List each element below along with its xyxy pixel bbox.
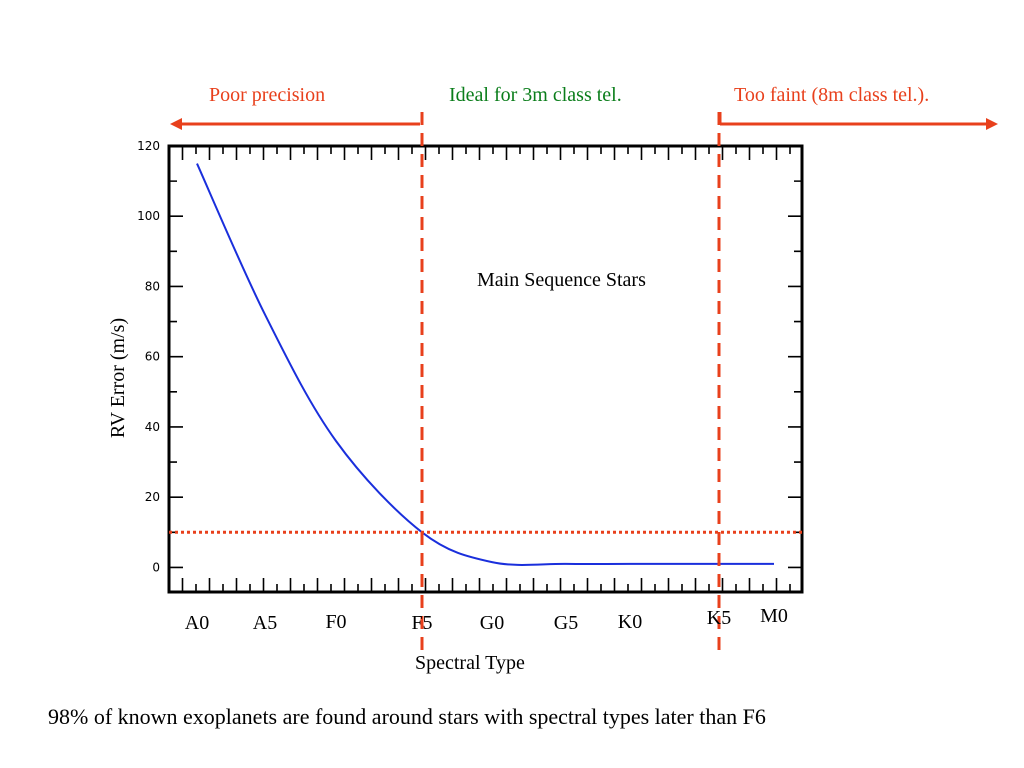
y-tick-label: 80 [145,279,160,293]
y-tick-label: 120 [137,139,160,153]
y-axis-label: RV Error (m/s) [107,317,129,439]
series-line-0 [196,163,774,566]
x-tick-label-f0: F0 [325,611,347,633]
y-tick-label: 0 [152,560,160,574]
region-label-poor-precision: Poor precision [209,84,326,106]
x-tick-label-k5: K5 [706,607,732,629]
annotation-main-sequence: Main Sequence Stars [477,269,646,291]
x-tick-label-g0: G0 [479,612,505,634]
region-label-ideal: Ideal for 3m class tel. [449,84,622,106]
x-tick-label-a0: A0 [184,612,210,634]
y-tick-label: 20 [145,490,160,504]
y-tick-label: 100 [137,209,160,223]
y-tick-label: 40 [145,420,160,434]
x-axis-label: Spectral Type [415,652,525,674]
y-tick-label: 60 [145,350,160,364]
axis-ticks [169,145,802,592]
caption: 98% of known exoplanets are found around… [48,704,766,729]
region-label-too-faint: Too faint (8m class tel.). [734,84,930,106]
x-tick-label-m0: M0 [760,605,788,627]
x-tick-label-f5: F5 [411,612,433,634]
x-tick-label-k0: K0 [617,611,643,633]
region-arrow-left-head [170,118,182,130]
x-tick-label-a5: A5 [252,612,278,634]
x-tick-label-g5: G5 [553,612,579,634]
plot-frame [167,144,804,594]
region-arrow-right-head [986,118,998,130]
